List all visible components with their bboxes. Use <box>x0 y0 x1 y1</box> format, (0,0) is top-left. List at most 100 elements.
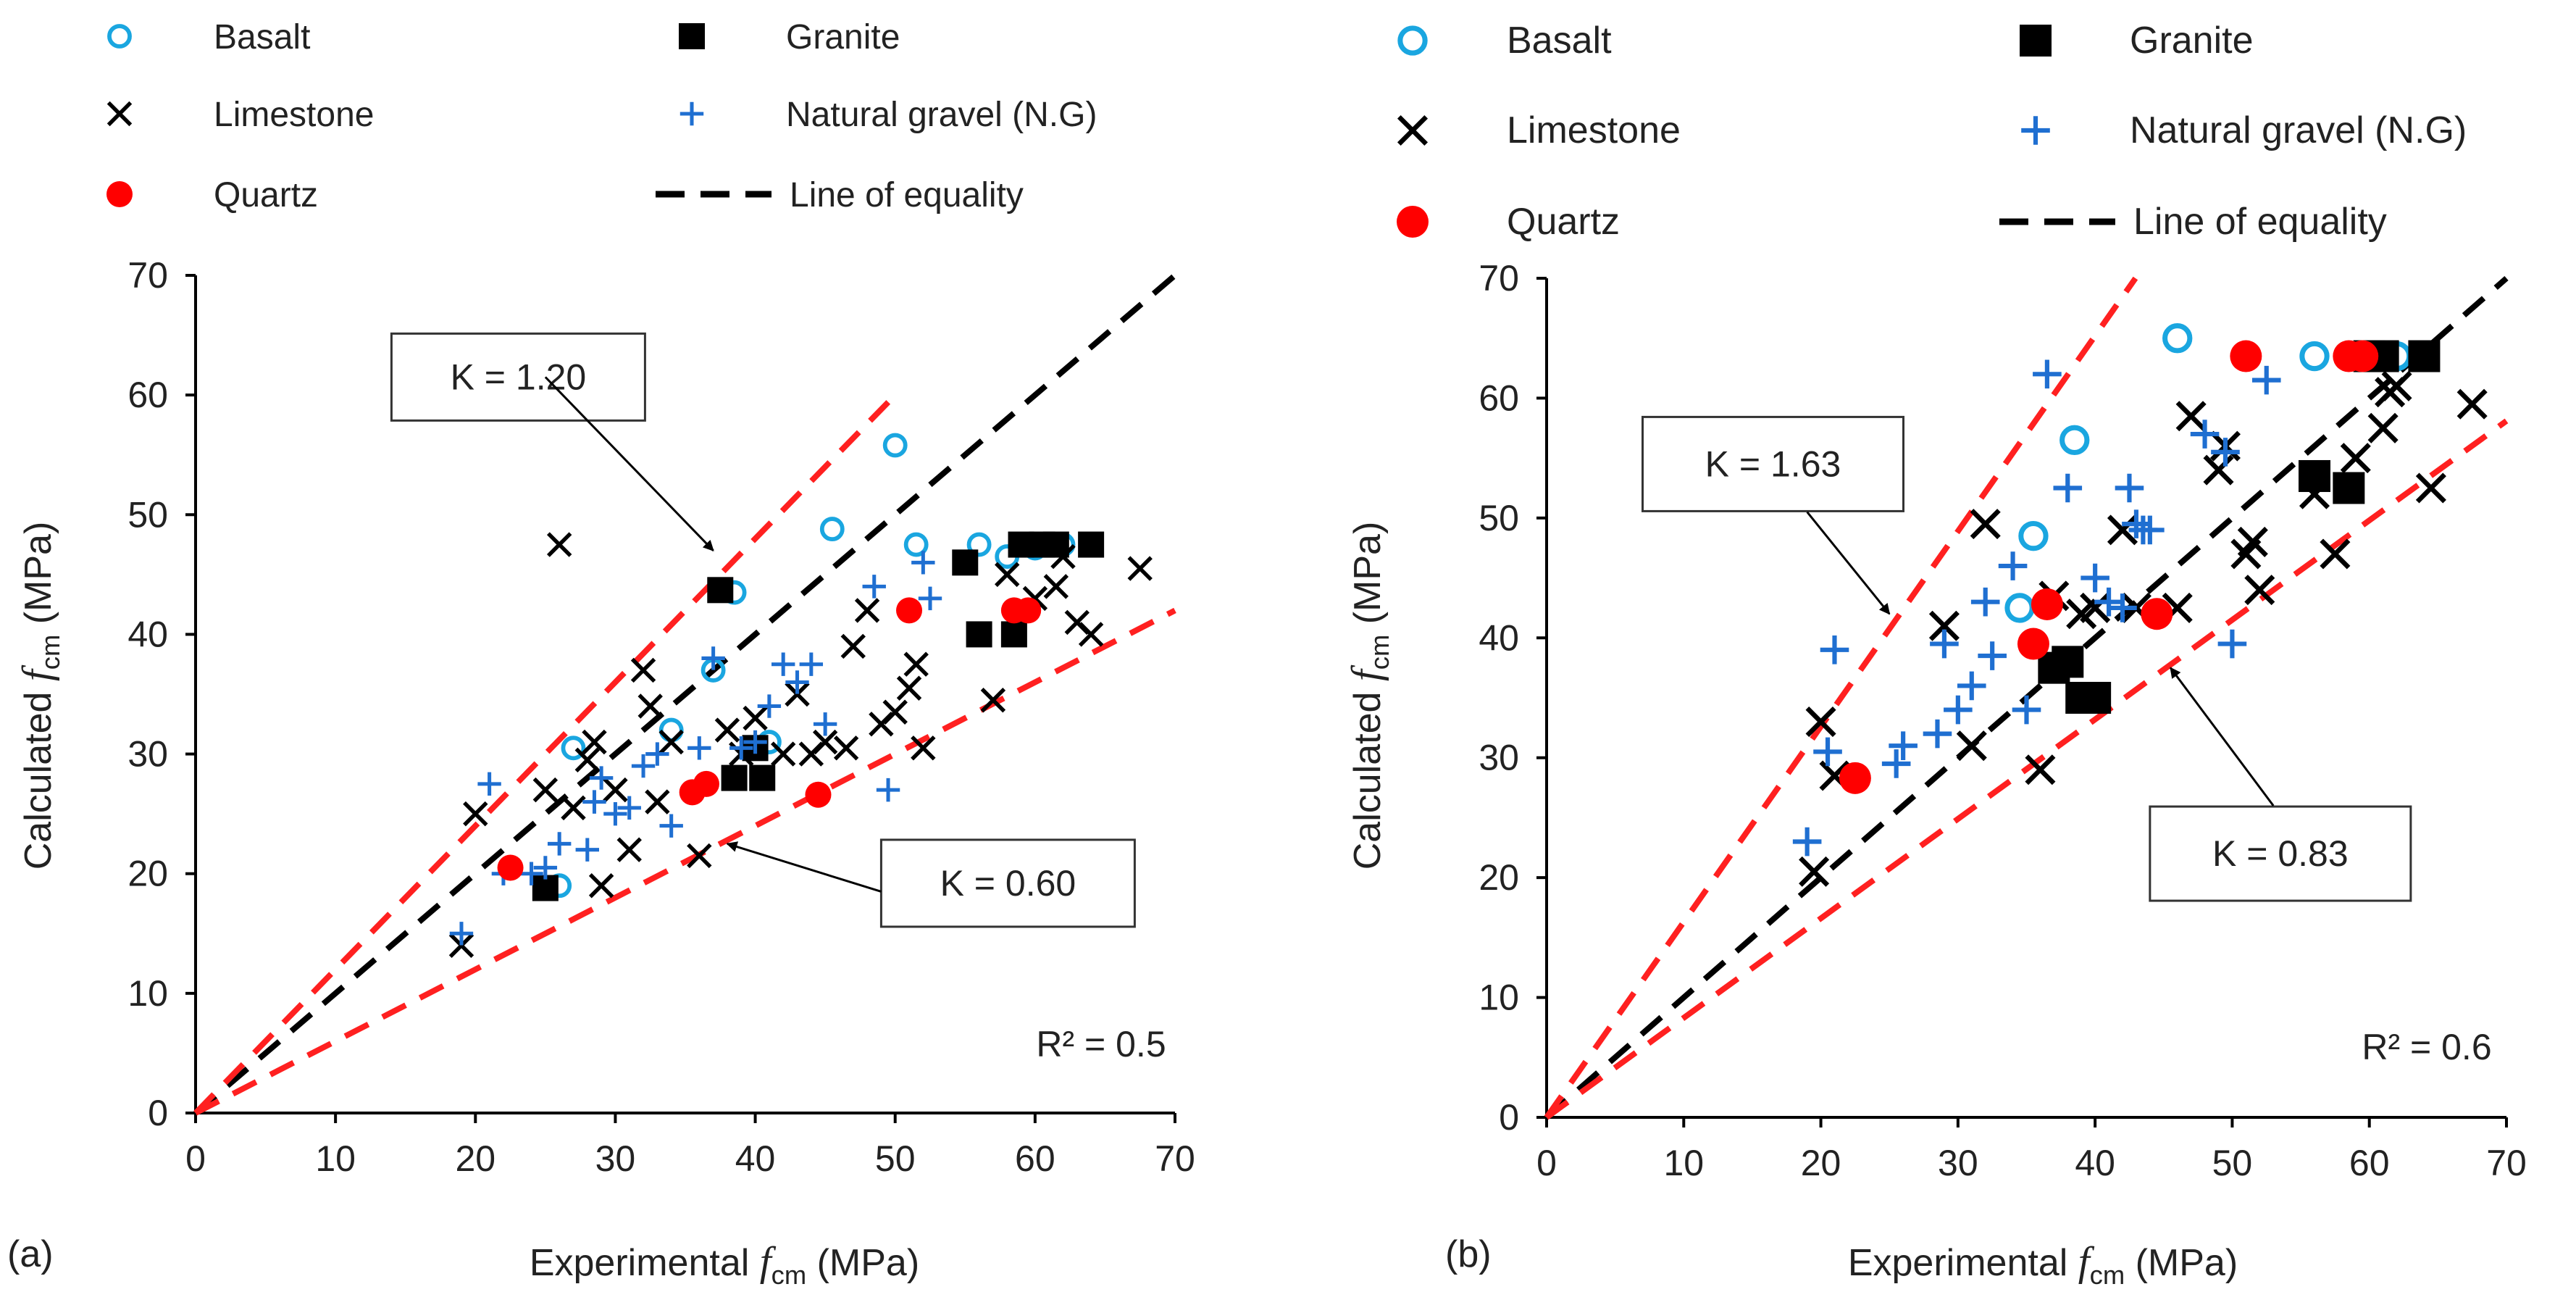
data-point-limestone <box>588 873 614 899</box>
legend-label: Basalt <box>1507 20 1612 62</box>
data-point-natural-gravel <box>1970 587 2000 617</box>
y-tick-label: 0 <box>1499 1097 1519 1138</box>
data-point-limestone <box>743 705 768 731</box>
legend-item-natural-gravel: Natural gravel (N.G) <box>2021 109 2467 151</box>
x-tick-label: 10 <box>1663 1143 1704 1183</box>
data-point-limestone <box>903 651 929 677</box>
data-point-granite <box>2333 472 2365 504</box>
data-point-limestone <box>561 795 586 821</box>
chart-panel-a: Basalt Granite Limestone Natural gravel (N.… <box>7 18 1195 1290</box>
data-point-natural-gravel <box>519 862 543 885</box>
data-point-natural-gravel <box>603 801 627 826</box>
data-point-natural-gravel <box>757 694 782 718</box>
data-point-natural-gravel <box>799 652 824 676</box>
legend-item-granite: Granite <box>679 18 900 57</box>
series-natural-gravel <box>1792 359 2281 856</box>
data-point-natural-gravel <box>2115 473 2144 503</box>
data-point-limestone <box>2107 514 2138 546</box>
data-point-natural-gravel <box>918 586 942 611</box>
data-point-quartz <box>2017 628 2049 660</box>
legend-label: Quartz <box>214 176 318 214</box>
data-point-quartz <box>693 770 719 797</box>
y-tick-label: 0 <box>148 1093 168 1133</box>
data-point-limestone <box>2080 592 2111 623</box>
data-point-natural-gravel <box>2053 473 2083 503</box>
data-point-quartz <box>497 854 524 881</box>
data-point-basalt <box>882 433 908 458</box>
legend-item-basalt: Basalt <box>1397 20 1612 62</box>
x-tick-label: 50 <box>2212 1143 2253 1183</box>
legend-label: Natural gravel (N.G) <box>2130 109 2467 151</box>
equality-line <box>193 272 1177 1116</box>
data-point-quartz <box>1015 597 1042 624</box>
legend-label: Limestone <box>214 96 374 134</box>
legend: Basalt Granite Limestone Natural gravel (N.… <box>106 18 1097 214</box>
data-point-basalt <box>903 532 929 557</box>
annotation-frame <box>879 838 1136 928</box>
data-point-limestone <box>2237 526 2268 557</box>
data-point-natural-gravel <box>547 832 572 856</box>
data-point-limestone <box>2175 401 2207 432</box>
y-tick-label: 10 <box>127 973 168 1014</box>
series-limestone <box>448 532 1153 959</box>
data-point-quartz <box>1839 762 1871 794</box>
legend-label: Limestone <box>1507 109 1681 151</box>
legend-item-equality-line: Line of equality <box>656 176 1024 214</box>
annotation-arrow <box>544 376 714 551</box>
data-point-granite <box>1000 621 1027 648</box>
annotation-arrow <box>2170 667 2275 806</box>
data-point-basalt <box>2059 425 2090 456</box>
legend-marker-limestone <box>106 101 133 127</box>
annotation-box: K = 0.60 <box>726 838 1136 928</box>
legend-label: Natural gravel (N.G) <box>786 96 1097 134</box>
data-point-natural-gravel <box>1998 551 2028 580</box>
data-point-quartz <box>896 597 923 624</box>
data-point-limestone <box>1799 856 1830 887</box>
bound-line <box>193 393 898 1115</box>
data-point-limestone <box>911 735 936 761</box>
data-point-basalt <box>2299 341 2330 372</box>
annotation-frame <box>390 332 646 422</box>
data-point-natural-gravel <box>743 730 767 754</box>
y-tick-label: 70 <box>1479 258 1519 299</box>
panel-label: (b) <box>1445 1233 1492 1275</box>
y-tick-label: 60 <box>1479 378 1519 418</box>
legend-marker-granite <box>679 23 705 49</box>
legend-marker-quartz <box>106 181 133 207</box>
data-point-natural-gravel <box>771 652 795 676</box>
series-granite <box>2038 340 2441 714</box>
x-tick-label: 70 <box>1155 1138 1195 1179</box>
data-point-limestone <box>833 735 859 761</box>
data-point-natural-gravel <box>1923 719 1952 749</box>
x-tick-label: 20 <box>1801 1143 1841 1183</box>
data-point-limestone <box>645 789 670 814</box>
data-point-natural-gravel <box>589 766 614 790</box>
data-point-natural-gravel <box>785 670 809 694</box>
data-point-granite <box>966 621 992 648</box>
legend-marker-natural-gravel <box>2021 116 2050 145</box>
data-point-limestone <box>714 717 740 743</box>
data-point-limestone <box>785 681 810 707</box>
data-point-limestone <box>2381 370 2412 401</box>
data-point-limestone <box>2025 754 2056 785</box>
x-tick-label: 70 <box>2486 1143 2527 1183</box>
r-squared-label: R² = 0.5 <box>1036 1024 1166 1064</box>
annotation-box: K = 0.83 <box>2149 667 2412 902</box>
data-point-natural-gravel <box>533 856 558 880</box>
y-tick-label: 50 <box>1479 498 1519 538</box>
y-axis-title: Calculated fcm (MPa) <box>14 522 65 870</box>
legend-label: Basalt <box>214 18 310 57</box>
data-point-limestone <box>658 729 684 755</box>
data-point-limestone <box>1050 543 1076 570</box>
data-point-natural-gravel <box>813 712 837 736</box>
series-quartz <box>497 597 1042 881</box>
x-tick-label: 0 <box>1536 1143 1557 1183</box>
x-axis-title: Experimental fcm (MPa) <box>1848 1239 2238 1290</box>
x-tick-label: 40 <box>735 1138 776 1179</box>
y-tick-label: 20 <box>1479 857 1519 898</box>
data-point-basalt <box>2004 593 2035 623</box>
data-point-natural-gravel <box>1930 629 1959 659</box>
legend-item-natural-gravel: Natural gravel (N.G) <box>679 96 1097 134</box>
x-axis-title: Experimental fcm (MPa) <box>530 1239 919 1290</box>
